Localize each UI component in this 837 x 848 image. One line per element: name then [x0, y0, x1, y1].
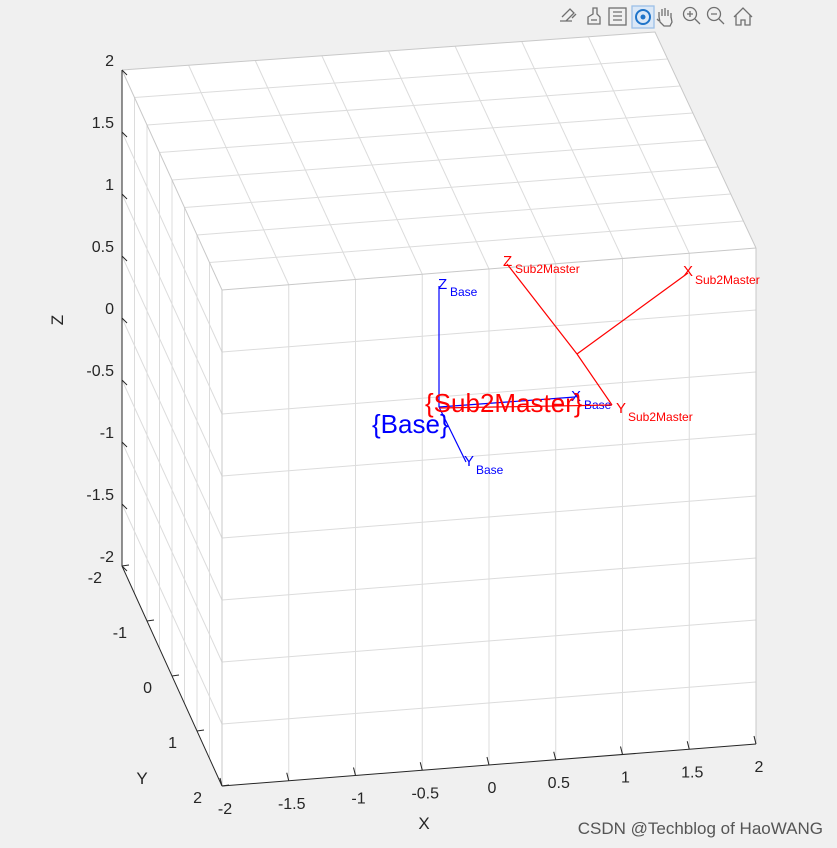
y-tick-label: -1 [113, 625, 127, 642]
z-tick-label: -1 [100, 425, 114, 442]
z-tick-label: 2 [105, 53, 114, 70]
z-tick-label: -0.5 [86, 363, 114, 380]
pan-hand-icon[interactable] [657, 8, 672, 26]
sub2master-y-axis-name: Y [616, 400, 626, 417]
export-icon[interactable] [560, 9, 576, 21]
axes-toolbar [560, 6, 752, 28]
base-z-axis-name: Z [438, 276, 447, 293]
x-tick-label: 1 [621, 770, 630, 787]
watermark: CSDN @Techblog of HaoWANG [578, 819, 823, 838]
base-y-axis-subscript: Base [476, 463, 504, 477]
z-tick-label: 1.5 [92, 115, 114, 132]
y-tick-label: 2 [193, 790, 202, 807]
base-z-axis-subscript: Base [450, 285, 478, 299]
brush-icon[interactable] [588, 8, 600, 24]
z-tick-label: 0.5 [92, 239, 114, 256]
x-tick-label: 1.5 [681, 764, 703, 781]
x-tick-label: 0 [488, 780, 497, 797]
base-frame-label: {Base} [372, 409, 449, 439]
zoom-out-icon[interactable] [708, 8, 725, 25]
home-icon[interactable] [734, 8, 752, 25]
x-tick-label: 2 [755, 759, 764, 776]
x-tick-label: 0.5 [548, 775, 570, 792]
x-tick-label: -2 [218, 801, 232, 818]
z-tick-label: -1.5 [86, 487, 114, 504]
z-tick-label: -2 [100, 549, 114, 566]
z-axis-label: Z [48, 315, 67, 325]
x-axis-label: X [418, 814, 429, 833]
zoom-in-icon[interactable] [684, 8, 701, 25]
x-tick-label: -1.5 [278, 796, 306, 813]
x-tick-label: -0.5 [411, 785, 439, 802]
y-tick-label: 0 [143, 680, 152, 697]
y-axis-label: Y [136, 769, 147, 788]
sub2master-z-axis-subscript: Sub2Master [515, 262, 580, 276]
sub2master-x-axis-name: X [683, 263, 693, 280]
rotate-3d-icon[interactable] [632, 6, 654, 28]
z-tick-label: 1 [105, 177, 114, 194]
sub2master-z-axis-name: Z [503, 253, 512, 270]
sub2master-x-axis-subscript: Sub2Master [695, 273, 760, 287]
z-tick-labels: 2 1.5 1 0.5 0 -0.5 -1 -1.5 -2 [86, 53, 114, 566]
base-y-axis-name: Y [464, 453, 474, 470]
x-tick-label: -1 [351, 791, 365, 808]
sub2master-y-axis-subscript: Sub2Master [628, 410, 693, 424]
y-tick-label: -2 [88, 570, 102, 587]
y-tick-label: 1 [168, 735, 177, 752]
sub2master-frame-label: {Sub2Master} [425, 388, 583, 418]
datatip-icon[interactable] [609, 8, 626, 25]
z-tick-label: 0 [105, 301, 114, 318]
